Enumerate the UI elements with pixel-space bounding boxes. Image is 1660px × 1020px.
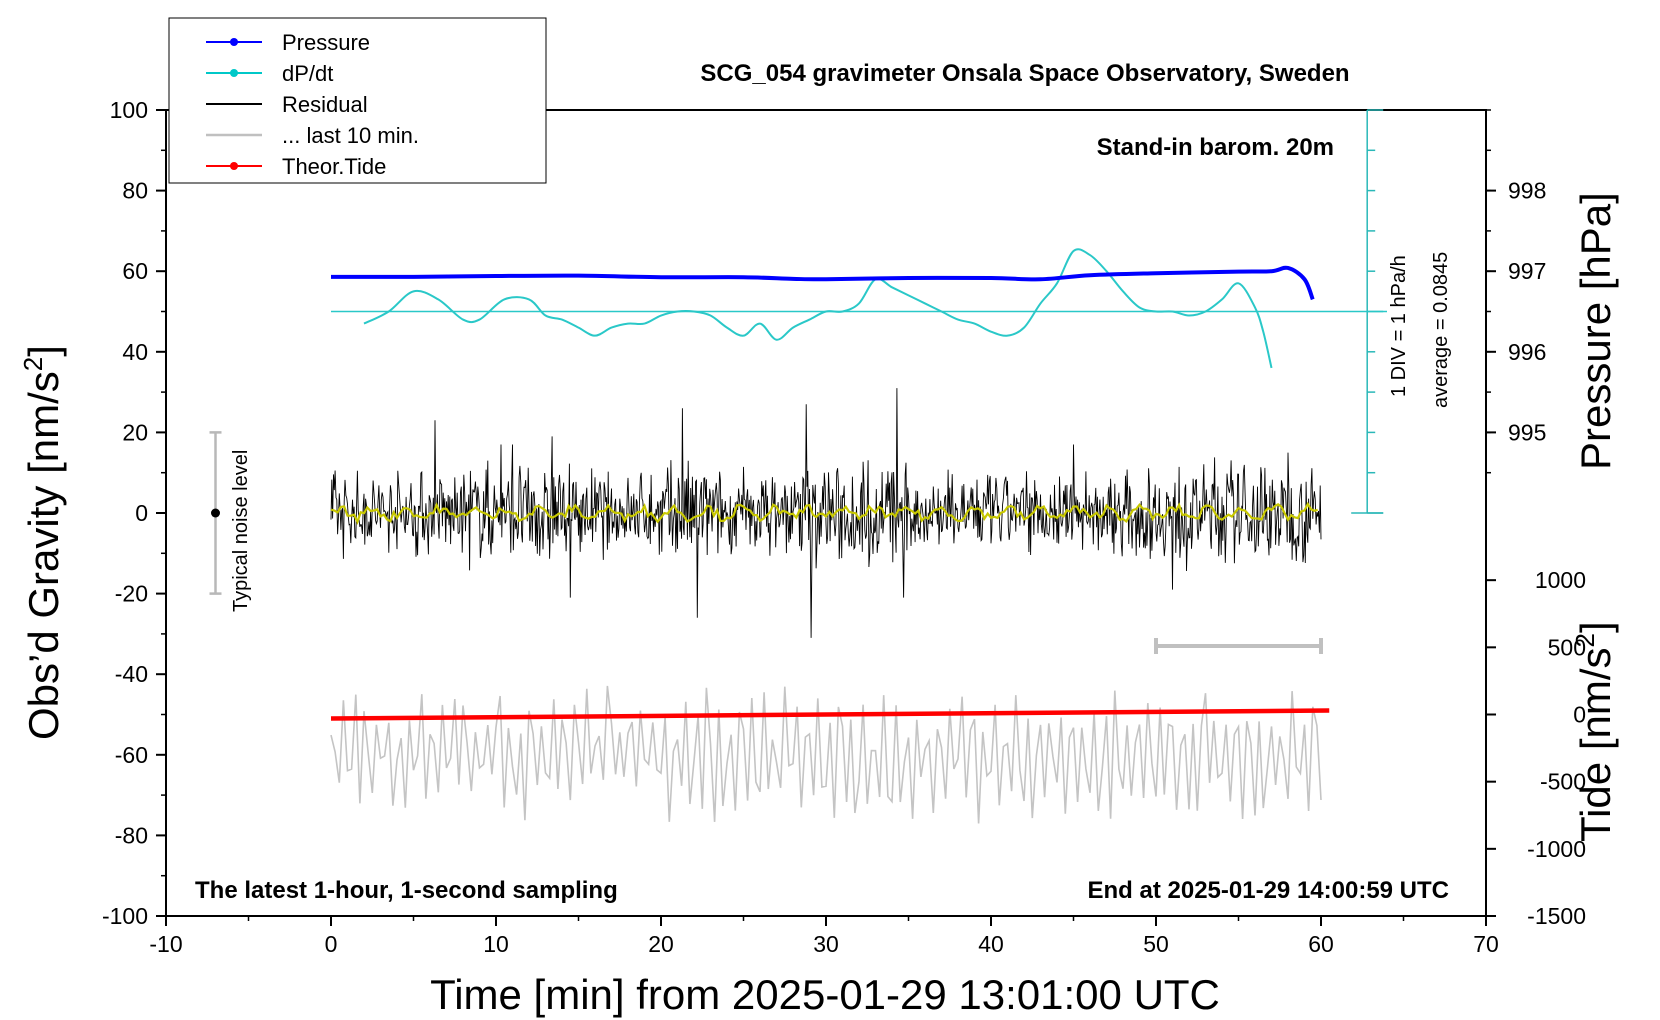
legend-items: Pressure dP/dt Residual ... last 10 min. The… [206,30,419,179]
residual-smoothed-trace [330,501,1319,525]
tide-tick-label: 1000 [1535,567,1586,593]
legend: Pressure dP/dt Residual ... last 10 min. The… [168,17,547,184]
traces [209,109,1387,824]
noise-level-dot [211,508,220,518]
chart-title: SCG_054 gravimeter Onsala Space Observat… [700,60,1349,87]
legend-label: Theor.Tide [282,154,386,179]
barometer-note: Stand-in barom. 20m [1097,134,1334,161]
y-tick-label: 100 [110,97,148,123]
y-tick-label: -60 [115,742,148,768]
x-tick-label: 50 [1143,931,1169,957]
x-tick-label: 60 [1308,931,1334,957]
x-tick-label: 0 [325,931,338,957]
x-tick-label: 70 [1473,931,1499,957]
scale-average-label: average = 0.0845 [1430,252,1452,408]
y-tick-label: -80 [115,822,148,848]
y-axis-label-text: Obs’d Gravity [nm/s [20,371,67,740]
sampling-note: The latest 1-hour, 1-second sampling [195,877,618,904]
legend-marker [230,38,238,46]
y-tick-label: 40 [122,339,148,365]
y-tick-label: 80 [122,178,148,204]
x-tick-label: 40 [978,931,1004,957]
pressure-tick-label: 996 [1508,339,1546,365]
legend-label: Pressure [282,30,370,55]
y-axis-label-tide: Tide [nm/s2] [1570,621,1619,842]
x-tick-label: -10 [149,931,182,957]
y-tick-label: -40 [115,661,148,687]
x-tick-label: 30 [813,931,839,957]
y-tick-label: 60 [122,258,148,284]
legend-label: dP/dt [282,61,333,86]
noise-level-label: Typical noise level [230,450,252,612]
tide-tick-label: 500 [1548,634,1586,660]
legend-marker [230,69,238,77]
tide-label-close: ] [1572,621,1619,633]
x-tick-label: 10 [483,931,509,957]
tide-tick-label: 0 [1573,702,1586,728]
y-tick-label: -100 [102,903,148,929]
x-axis-label: Time [min] from 2025-01-29 13:01:00 UTC [430,971,1220,1018]
legend-box [168,17,547,184]
y-tick-label: 0 [135,500,148,526]
y-axis-label-close: ] [20,345,67,357]
x-tick-label: 20 [648,931,674,957]
y-axis-label-pressure: Pressure [hPa] [1572,192,1619,470]
pressure-tick-label: 995 [1508,419,1546,445]
y-tick-label: 20 [122,419,148,445]
theoretical-tide-trace [330,708,1330,721]
tide-label-sup: 2 [1570,633,1600,647]
residual-trace [330,388,1322,638]
tide-label-text: Tide [nm/s [1572,648,1619,843]
y-axis-label-sup: 2 [18,357,48,371]
pressure-trace [330,265,1315,301]
pressure-tick-label: 998 [1508,178,1546,204]
axis-ticks: -10 0 10 20 30 40 50 60 70-100-80-60-40-20020406… [102,97,1586,957]
tide-tick-label: -1500 [1527,903,1586,929]
dpdt-trace [363,248,1273,369]
tide-tick-label: -500 [1540,769,1586,795]
end-time-note: End at 2025-01-29 14:00:59 UTC [1088,877,1450,904]
legend-marker [230,162,238,170]
y-tick-label: -20 [115,581,148,607]
scale-div-label: 1 DIV = 1 hPa/h [1388,255,1410,397]
pressure-tick-label: 997 [1508,258,1546,284]
legend-label: Residual [282,92,368,117]
legend-label: ... last 10 min. [282,123,419,148]
tide-tick-label: -1000 [1527,836,1586,862]
y-axis-label-gravity: Obs’d Gravity [nm/s2] [18,345,67,740]
last-10-min-trace [330,685,1322,824]
